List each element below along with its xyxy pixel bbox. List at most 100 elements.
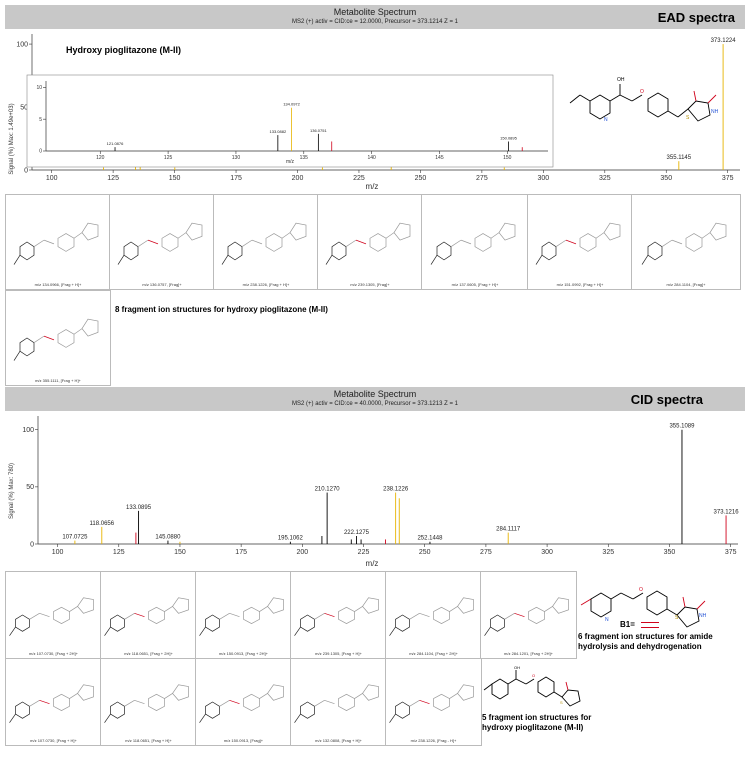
structure-oh-label: OH (617, 77, 625, 83)
structure-n-label: N (604, 117, 608, 123)
cid-peak-label: 195.1062 (278, 536, 304, 542)
fragment-caption: m/z 238.1226, [Frag + H]+ (242, 282, 290, 287)
fragment-structure-drawing (104, 684, 189, 723)
cid-x-tick-label: 375 (725, 549, 737, 556)
b1-o-label: O (639, 587, 643, 593)
fragment-caption: m/z 284.1104, [Frag]+ (666, 282, 706, 287)
ead-x-tick-label: 150 (169, 175, 181, 182)
cid-x-tick-label: 100 (52, 549, 64, 556)
cid-ylabel: Signal (%) Max: 780) (9, 463, 15, 519)
ead-x-tick-label: 250 (415, 175, 427, 182)
fragment-caption: m/z 118.0651, [Frag + 2H]+ (124, 651, 173, 656)
cid-tag: CID spectra (630, 392, 703, 407)
cid-peak-label: 284.1117 (496, 527, 521, 533)
fragment-caption: m/z 118.0651, [Frag + H]+ (125, 738, 172, 743)
cid-peak-label: 238.1226 (383, 487, 409, 493)
cid-x-tick-label: 200 (296, 549, 308, 556)
ead-peak-label: 373.1224 (711, 38, 737, 44)
fragment-structure-drawing (117, 222, 203, 265)
cid-fragment-box: m/z 284.1201, [Frag + 2H]+ (480, 571, 577, 659)
fragment-caption: m/z 355.1111, [Frag + H]+ (35, 378, 81, 383)
ead-spectrum-subtitle: MS2 (+) activ = CID:ce = 12.0000, Precur… (292, 19, 458, 25)
ead-inset-xlabel: m/z (286, 159, 295, 165)
cid-x-tick-label: 150 (174, 549, 186, 556)
fragment-structure-drawing (221, 222, 307, 265)
ead-x-tick-label: 375 (722, 175, 734, 182)
b1-structure: O N NH S (580, 587, 707, 628)
ead-y-tick-label: 100 (16, 41, 28, 48)
ead-inset-frame (26, 74, 554, 168)
cid-xlabel: m/z (366, 559, 379, 568)
fragment-structure-drawing (294, 597, 379, 636)
fragment-structure-drawing (13, 222, 99, 265)
ead-spectrum-title: Metabolite Spectrum (333, 7, 417, 17)
ead-spectrum-chart: Signal (%) Max: 1.49e+03) m/z Hydroxy pi… (5, 29, 745, 194)
ead-inset-x-tick-label: 135 (300, 155, 309, 161)
ead-fragment-box: m/z 137.0605, [Frag + H]+ (421, 194, 529, 290)
ead-x-tick-label: 225 (353, 175, 365, 182)
ead-fragment-box: m/z 239.1305, [Frag]+ (317, 194, 423, 290)
ead-ylabel: Signal (%) Max: 1.49e+03) (9, 103, 15, 174)
fragment-structure-drawing (535, 222, 621, 265)
fragment-structure-drawing (9, 597, 94, 636)
fragment-structure-drawing (199, 597, 284, 636)
cid-peak-label: 222.1275 (344, 530, 370, 536)
fragment-caption: m/z 107.0730, [Frag + 2H]+ (29, 651, 78, 656)
ead-fragment-box: m/z 238.1226, [Frag + H]+ (213, 194, 319, 290)
fragment-structure-drawing (325, 222, 411, 265)
ead-inset-peak-label: 133.0882 (270, 129, 287, 134)
b1-nh-label: NH (699, 613, 707, 619)
fragment-structure-drawing (104, 597, 189, 636)
cid-fragment-box: m/z 132.0808, [Frag + H]+ (290, 658, 387, 746)
ead-inset-peak-label: 136.0751 (310, 128, 327, 133)
ead-xlabel: m/z (366, 182, 379, 191)
fragment-caption: m/z 239.1305, [Frag + H]+ (315, 651, 362, 656)
cid-oh-label: OH (514, 665, 520, 670)
ead-inset-y-tick-label: 10 (36, 85, 42, 91)
cid-s-label: S (560, 700, 563, 705)
ead-compound-name: Hydroxy pioglitazone (M-II) (66, 45, 181, 55)
ead-inset-x-tick-label: 130 (232, 155, 241, 161)
cid-x-tick-label: 250 (419, 549, 431, 556)
cid-spectrum-title: Metabolite Spectrum (333, 389, 417, 399)
fragment-caption: m/z 107.0730, [Frag + H]+ (30, 738, 77, 743)
cid-peak-label: 252.1448 (417, 536, 443, 542)
cid-x-tick-label: 125 (113, 549, 125, 556)
fragment-caption: m/z 132.0808, [Frag + H]+ (315, 738, 362, 743)
ead-fragment-box: m/z 134.0966, [Frag + H]+ (5, 194, 111, 290)
ead-inset-peak-label: 121.0876 (107, 141, 124, 146)
b1-legend: B1= (620, 620, 660, 629)
ead-fragment-box: m/z 136.0757, [Frag]+ (109, 194, 215, 290)
ead-x-tick-label: 350 (660, 175, 672, 182)
ead-x-tick-label: 100 (46, 175, 58, 182)
cid-o-label: O (532, 673, 535, 678)
cid-fragment-box: m/z 238.1226, [Frag - H]+ (385, 658, 482, 746)
cid-spectrum-chart: Signal (%) Max: 780) m/z 100 125 150 175 200… (5, 411, 745, 571)
b1-s-label: S (675, 615, 679, 621)
cid-y-tick-label: 100 (22, 427, 34, 434)
cid-peak-label: 210.1270 (315, 487, 341, 493)
fragment-caption: m/z 284.1104, [Frag + 2H]+ (409, 651, 458, 656)
ead-inset-x-tick-label: 150 (503, 155, 512, 161)
fragment-structure-drawing (430, 222, 516, 265)
cid-y-tick-label: 50 (26, 484, 34, 491)
cid-x-tick-label: 175 (235, 549, 247, 556)
fragment-structure-drawing (199, 684, 284, 723)
ead-x-tick-label: 175 (230, 175, 242, 182)
ead-fragment-box: m/z 355.1111, [Frag + H]+ (5, 290, 111, 386)
cid-x-tick-label: 300 (541, 549, 553, 556)
ead-x-tick-label: 275 (476, 175, 488, 182)
cid-fragment-box: m/z 284.1104, [Frag + 2H]+ (385, 571, 482, 659)
cid-peak-label: 355.1089 (669, 424, 695, 430)
b1-n-label: N (605, 617, 609, 623)
fragment-caption: m/z 134.0966, [Frag + H]+ (34, 282, 82, 287)
ead-inset-x-tick-label: 145 (435, 155, 444, 161)
ead-inset-y-tick-label: 5 (39, 117, 42, 123)
fragment-structure-drawing (641, 222, 727, 265)
cid-note-amide: 6 fragment ion structures for amide hydr… (578, 632, 713, 651)
structure-nh-label: NH (711, 109, 719, 115)
cid-fragment-box: m/z 150.0913, [Frag + 2H]+ (195, 571, 292, 659)
fragment-caption: m/z 239.1305, [Frag]+ (350, 282, 390, 287)
ead-inset-peak-label: 150.0895 (500, 135, 517, 140)
ead-y-tick-label: 50 (20, 104, 28, 111)
